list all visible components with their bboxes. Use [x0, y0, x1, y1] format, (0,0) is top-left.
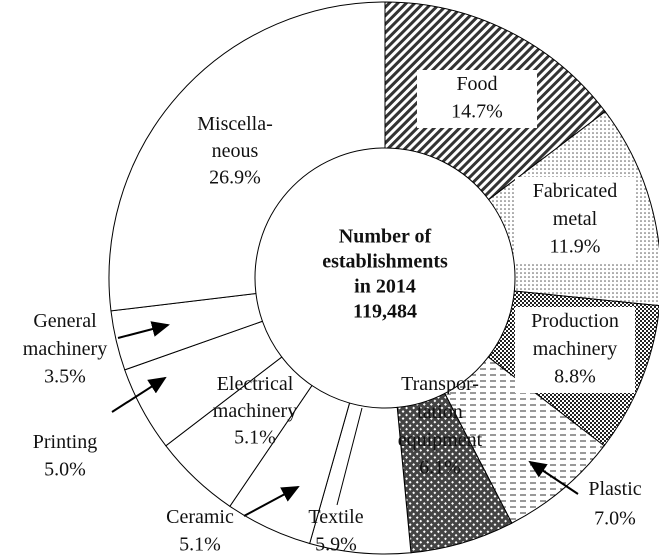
arrows — [111, 321, 579, 517]
category-label: Production machinery — [531, 310, 619, 360]
category-label: Textile — [308, 506, 363, 528]
arrow — [111, 376, 167, 413]
label-bg — [515, 177, 635, 263]
leader-line — [336, 407, 363, 506]
label-bg — [515, 307, 635, 393]
category-label: Printing — [33, 431, 97, 453]
category-label: Transpor-tation equipment — [398, 373, 483, 451]
arrow — [243, 486, 300, 517]
category-label: Electrical machinery — [213, 373, 297, 422]
slice — [108, 1, 386, 312]
value-label: 14.7% — [451, 101, 503, 123]
value-label: 6.1% — [419, 457, 461, 479]
category-label: Food — [456, 73, 497, 95]
value-label: 7.0% — [594, 508, 636, 530]
category-label: Miscella-neous — [197, 113, 273, 162]
center-label: in 2014 — [354, 276, 416, 298]
value-label: 3.5% — [44, 366, 86, 388]
category-label: Fabricated metal — [533, 180, 617, 230]
value-label: 11.9% — [550, 236, 601, 258]
value-label: 8.8% — [554, 366, 596, 388]
center-label: 119,484 — [353, 301, 417, 323]
value-label: 26.9% — [209, 167, 261, 189]
category-label: General machinery — [23, 310, 107, 360]
arrow — [528, 460, 579, 495]
value-label: 5.0% — [44, 459, 86, 481]
center-label: Number of — [339, 226, 432, 248]
value-label: 5.1% — [234, 427, 276, 449]
category-label: Plastic — [588, 478, 641, 500]
label-bg — [417, 70, 537, 128]
value-label: 5.1% — [179, 534, 221, 555]
center-label: establishments — [322, 251, 448, 273]
value-label: 5.9% — [315, 534, 357, 555]
category-label: Ceramic — [166, 506, 234, 528]
arrow — [117, 321, 170, 339]
